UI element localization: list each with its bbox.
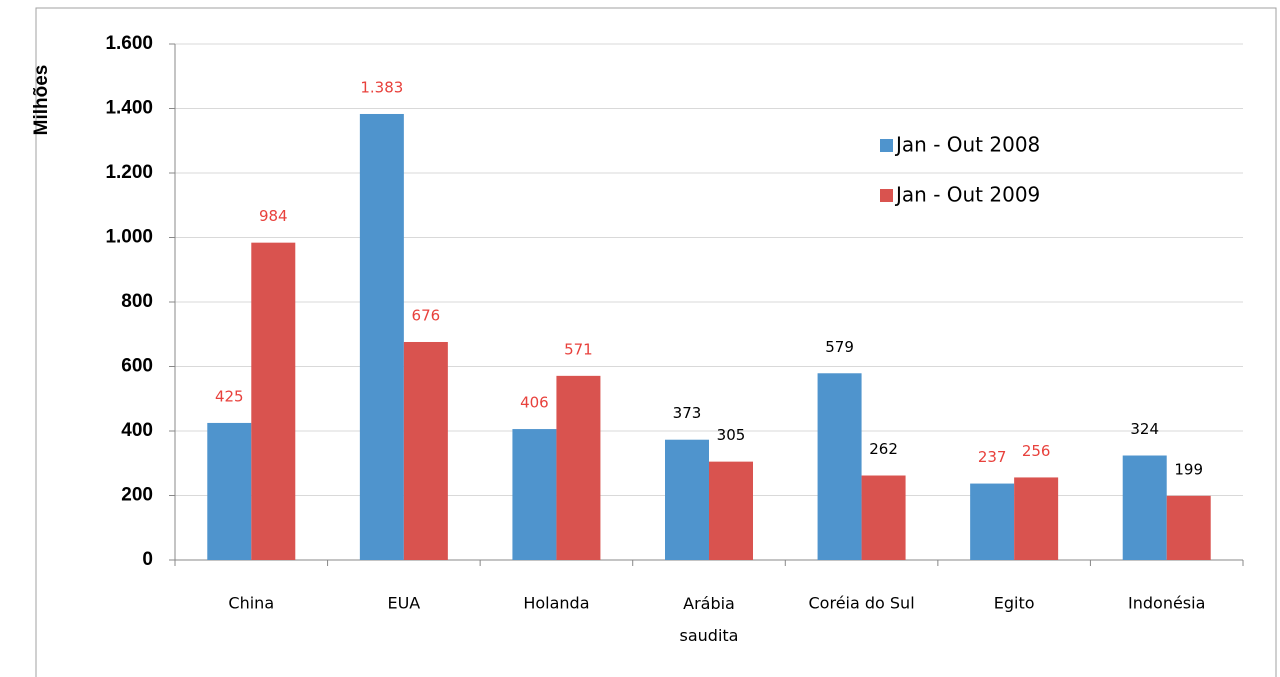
value-label: 305 — [717, 426, 746, 444]
bar — [207, 422, 252, 560]
y-tick-label: 200 — [121, 485, 153, 506]
bar — [665, 439, 709, 560]
y-tick-label: 1.200 — [105, 162, 153, 183]
bar — [709, 461, 753, 560]
bar — [817, 373, 862, 560]
y-tick-label: 1.400 — [105, 98, 153, 119]
legend-swatch — [880, 189, 893, 202]
value-label: 984 — [259, 207, 288, 225]
value-label: 262 — [869, 440, 898, 458]
y-tick-label: 800 — [121, 291, 153, 312]
bar — [970, 483, 1015, 560]
bar — [556, 375, 601, 560]
legend-label: Jan - Out 2008 — [894, 133, 1040, 157]
bar — [1122, 455, 1167, 560]
value-label: 425 — [215, 387, 244, 405]
x-tick-label: China — [228, 594, 274, 613]
x-tick-label: Holanda — [523, 594, 589, 613]
x-tick-label: Arábia saudita — [680, 594, 739, 645]
y-tick-label: 400 — [121, 420, 153, 441]
value-label: 1.383 — [360, 78, 403, 96]
value-label: 324 — [1130, 420, 1159, 438]
bar — [1014, 477, 1059, 560]
y-tick-label: 600 — [121, 356, 153, 377]
value-label: 199 — [1174, 460, 1203, 478]
bar — [1166, 495, 1211, 560]
bar — [359, 113, 404, 561]
value-label: 406 — [520, 394, 549, 412]
x-tick-label: Coréia do Sul — [809, 594, 915, 613]
value-label: 676 — [412, 306, 441, 324]
value-label: 579 — [825, 338, 854, 356]
bar — [251, 242, 296, 560]
y-tick-label: 1.000 — [105, 227, 153, 248]
legend-label: Jan - Out 2009 — [894, 183, 1040, 207]
bar — [512, 429, 557, 560]
chart-frame — [35, 7, 1277, 677]
y-tick-label: 1.600 — [105, 33, 153, 54]
x-tick-label: Indonésia — [1128, 594, 1205, 613]
x-tick-label: EUA — [387, 594, 420, 613]
bar — [861, 475, 906, 560]
value-label: 237 — [978, 448, 1007, 466]
value-label: 373 — [673, 404, 702, 422]
x-tick-label: Egito — [994, 594, 1035, 613]
legend-swatch — [880, 139, 893, 152]
value-label: 571 — [564, 340, 593, 358]
value-label: 256 — [1022, 442, 1051, 460]
y-tick-label: 0 — [142, 549, 153, 570]
y-axis-label: Milhões — [31, 65, 52, 136]
bar — [403, 341, 448, 560]
